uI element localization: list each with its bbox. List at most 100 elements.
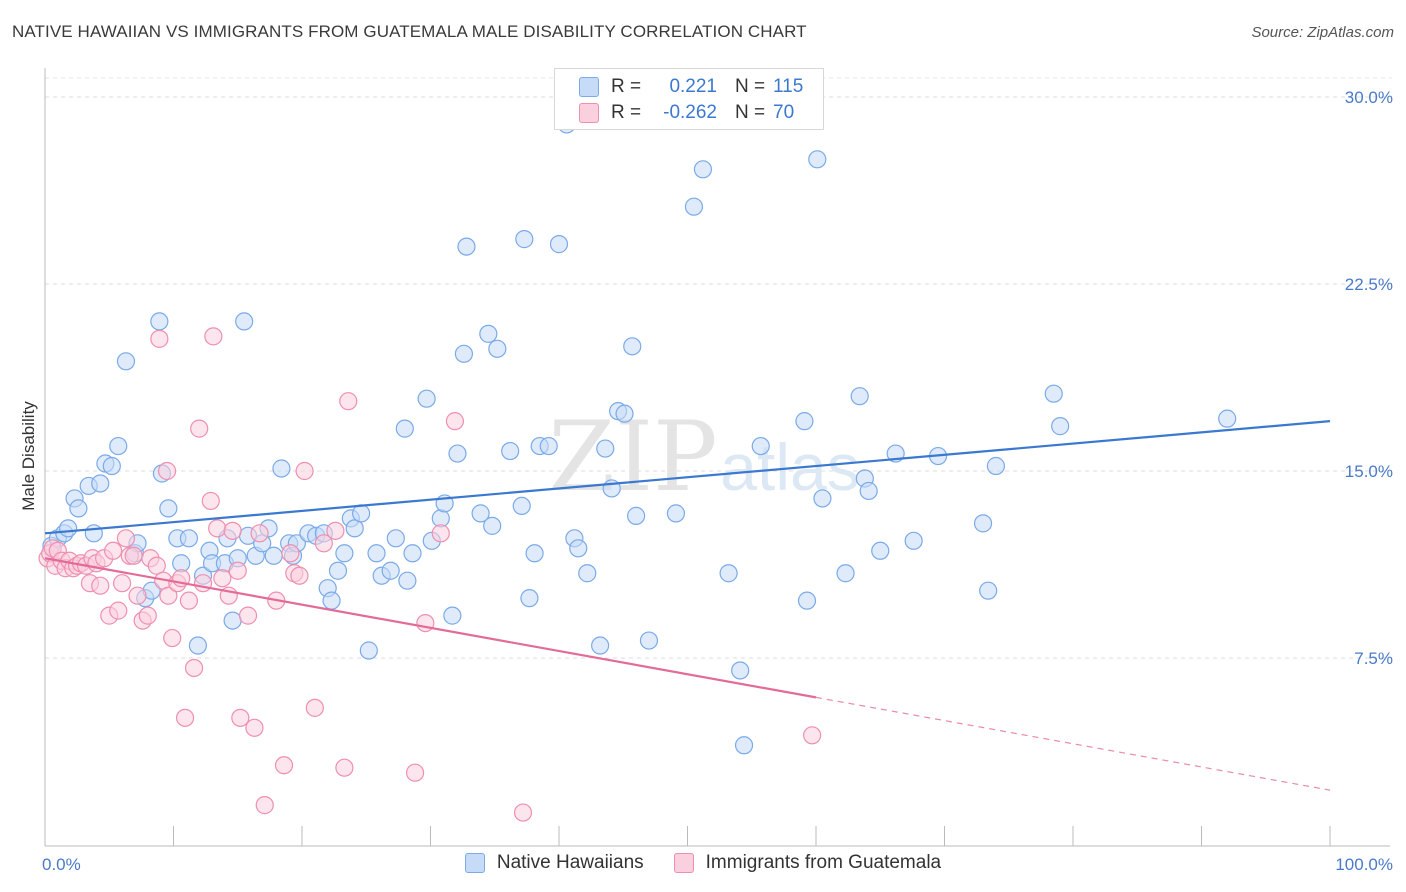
legend-label: Immigrants from Guatemala (705, 852, 942, 873)
point-native-hawaiians (871, 541, 890, 560)
trend-line-guatemala (44, 557, 817, 699)
point-native-hawaiians (973, 514, 993, 533)
point-native-hawaiians (159, 499, 178, 518)
point-guatemala (228, 561, 247, 580)
point-native-hawaiians (986, 456, 1006, 476)
point-native-hawaiians (102, 456, 121, 476)
point-native-hawaiians (623, 337, 642, 356)
point-native-hawaiians (417, 389, 436, 408)
series-legend: Native Hawaiians Immigrants from Guatema… (0, 852, 1406, 874)
r-value: -0.262 (663, 102, 717, 123)
point-native-hawaiians (91, 474, 110, 493)
x-tick-label: 100.0% (1335, 855, 1393, 874)
point-native-hawaiians (734, 736, 754, 755)
point-guatemala (163, 628, 182, 648)
n-value: 70 (773, 102, 795, 123)
point-native-hawaiians (904, 531, 923, 550)
point-native-hawaiians (188, 636, 208, 655)
point-guatemala (431, 524, 450, 543)
point-guatemala (179, 591, 199, 610)
trend-line-native-hawaiians (44, 420, 1331, 535)
point-guatemala (405, 763, 425, 782)
y-tick-label: 15.0% (1345, 462, 1393, 481)
point-guatemala (213, 569, 232, 588)
legend-item-native-hawaiians[interactable]: Native Hawaiians (464, 852, 644, 874)
point-native-hawaiians (539, 436, 558, 456)
point-guatemala (104, 541, 123, 560)
point-guatemala (223, 521, 242, 540)
legend-row-native-hawaiians: R = 0.221 N = 115 (579, 74, 803, 100)
point-guatemala (326, 521, 345, 540)
point-native-hawaiians (471, 504, 490, 523)
point-guatemala (204, 327, 223, 346)
point-native-hawaiians (751, 436, 770, 456)
gridlines (45, 77, 1392, 659)
point-native-hawaiians (109, 436, 128, 456)
source-credit: Source: ZipAtlas.com (1251, 24, 1394, 41)
point-guatemala (193, 574, 213, 593)
point-native-hawaiians (403, 544, 422, 563)
point-guatemala (274, 756, 294, 775)
point-native-hawaiians (345, 519, 364, 538)
legend-label: Native Hawaiians (496, 852, 644, 873)
point-native-hawaiians (515, 230, 534, 249)
point-native-hawaiians (859, 481, 878, 501)
point-guatemala (513, 803, 533, 822)
point-guatemala (150, 329, 169, 348)
point-native-hawaiians (386, 529, 405, 548)
point-guatemala (147, 556, 166, 575)
n-label: N = (735, 76, 766, 97)
point-native-hawaiians (381, 561, 400, 580)
point-guatemala (295, 461, 314, 481)
point-native-hawaiians (235, 312, 254, 331)
point-native-hawaiians (457, 237, 476, 256)
point-native-hawaiians (1044, 384, 1063, 403)
point-native-hawaiians (322, 591, 341, 610)
point-guatemala (335, 758, 354, 777)
legend-item-guatemala[interactable]: Immigrants from Guatemala (673, 852, 942, 874)
r-value: 0.221 (669, 76, 717, 97)
point-native-hawaiians (367, 544, 386, 563)
point-native-hawaiians (272, 459, 291, 478)
point-native-hawaiians (328, 561, 348, 580)
point-native-hawaiians (836, 564, 855, 583)
point-guatemala (281, 544, 300, 563)
point-native-hawaiians (223, 611, 242, 630)
point-native-hawaiians (979, 581, 998, 600)
legend-swatch-blue (464, 853, 485, 873)
r-label: R = (611, 102, 642, 123)
point-guatemala (445, 412, 465, 431)
point-native-hawaiians (488, 339, 507, 358)
point-native-hawaiians (150, 312, 169, 331)
point-guatemala (803, 726, 822, 745)
point-native-hawaiians (398, 571, 417, 590)
point-native-hawaiians (479, 324, 498, 343)
point-native-hawaiians (693, 160, 713, 179)
point-guatemala (128, 586, 147, 605)
n-label: N = (735, 102, 766, 123)
point-native-hawaiians (666, 504, 686, 523)
point-native-hawaiians (59, 519, 78, 538)
point-native-hawaiians (448, 444, 467, 463)
point-guatemala (314, 534, 333, 553)
point-native-hawaiians (395, 419, 414, 438)
point-native-hawaiians (797, 591, 817, 610)
legend-swatch-blue (579, 77, 599, 97)
point-guatemala (250, 524, 269, 543)
trend-lines (44, 420, 1331, 791)
r-label: R = (611, 76, 642, 97)
legend-swatch-pink (673, 853, 694, 873)
watermark: ZIP atlas (548, 401, 859, 513)
point-native-hawaiians (1218, 409, 1237, 428)
y-tick-label: 7.5% (1354, 649, 1393, 668)
y-tick-label: 30.0% (1345, 88, 1393, 107)
point-native-hawaiians (335, 544, 354, 563)
point-guatemala (138, 606, 157, 625)
data-points (38, 115, 1237, 822)
point-guatemala (208, 519, 227, 538)
point-native-hawaiians (639, 631, 659, 650)
point-guatemala (184, 658, 204, 678)
point-native-hawaiians (549, 235, 569, 254)
chart-title: NATIVE HAWAIIAN VS IMMIGRANTS FROM GUATE… (12, 22, 807, 41)
